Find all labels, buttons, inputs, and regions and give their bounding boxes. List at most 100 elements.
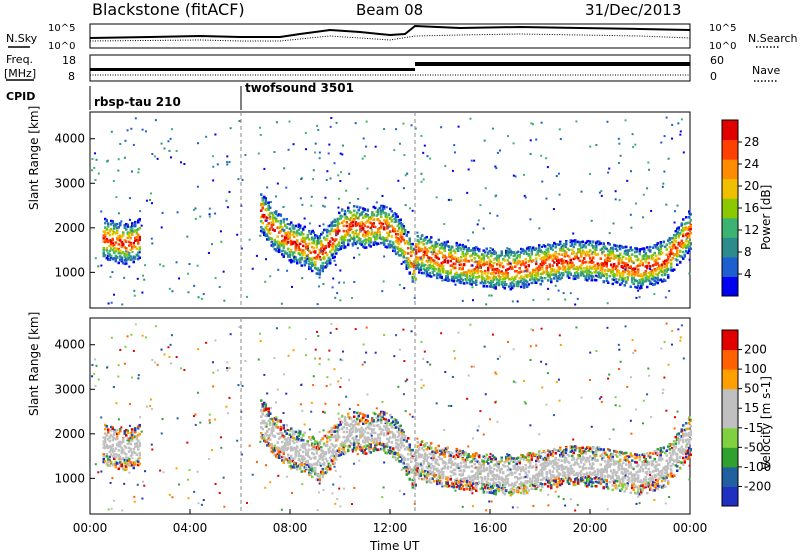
- velocity-point: [396, 421, 399, 424]
- power-point: [589, 267, 592, 270]
- power-point: [383, 207, 386, 210]
- power-point: [332, 277, 335, 280]
- power-point: [111, 242, 114, 245]
- power-point: [659, 243, 662, 247]
- power-point: [547, 271, 550, 274]
- velocity-point: [281, 440, 284, 444]
- power-point: [383, 239, 386, 242]
- power-point: [453, 151, 456, 154]
- velocity-point: [284, 456, 287, 460]
- power-point: [279, 244, 282, 247]
- power-point: [544, 252, 547, 256]
- velocity-point: [377, 448, 380, 451]
- velocity-point: [293, 433, 296, 436]
- power-point: [426, 155, 429, 158]
- power-point: [395, 245, 398, 249]
- power-point: [597, 242, 600, 245]
- power-point: [566, 247, 569, 251]
- power-point: [372, 218, 375, 221]
- power-point: [452, 262, 455, 266]
- velocity-point: [329, 467, 332, 471]
- velocity-point: [303, 462, 306, 466]
- velocity-point: [114, 460, 117, 464]
- power-point: [530, 273, 533, 277]
- power-point: [614, 280, 617, 284]
- power-point: [491, 264, 494, 268]
- power-point: [338, 217, 341, 221]
- power-point: [117, 212, 120, 215]
- power-point: [656, 266, 659, 270]
- velocity-point: [306, 442, 309, 445]
- power-point: [399, 221, 402, 225]
- velocity-point: [272, 422, 275, 425]
- power-point: [589, 274, 592, 277]
- power-point: [547, 257, 550, 261]
- velocity-point: [125, 428, 128, 432]
- power-point: [562, 261, 565, 265]
- power-point: [527, 254, 530, 257]
- power-point: [514, 175, 517, 178]
- power-point: [138, 256, 141, 260]
- power-point: [211, 155, 214, 158]
- power-point: [673, 238, 676, 242]
- velocity-point: [350, 422, 353, 426]
- velocity-point: [263, 439, 266, 443]
- power-point: [668, 237, 671, 240]
- power-point: [320, 240, 323, 243]
- power-point: [306, 253, 309, 257]
- power-point: [485, 274, 488, 278]
- power-point: [551, 248, 554, 252]
- power-point: [297, 225, 300, 229]
- velocity-point: [395, 445, 398, 449]
- power-point: [428, 241, 431, 244]
- power-point: [282, 246, 285, 249]
- power-point: [457, 256, 460, 260]
- power-point: [317, 128, 320, 131]
- power-point: [375, 235, 378, 239]
- power-point: [97, 172, 100, 175]
- power-point: [641, 257, 644, 261]
- power-point: [484, 269, 487, 273]
- power-point: [546, 166, 549, 169]
- power-point: [469, 282, 472, 285]
- power-point: [658, 251, 661, 254]
- power-point: [532, 246, 535, 249]
- power-point: [326, 265, 329, 268]
- power-point: [635, 286, 638, 289]
- power-point: [521, 282, 524, 285]
- power-point: [473, 268, 476, 271]
- power-point: [646, 266, 649, 269]
- power-point: [557, 258, 560, 262]
- power-point: [652, 272, 655, 275]
- power-point: [643, 280, 646, 283]
- velocity-point: [134, 442, 137, 446]
- cpid-label: CPID: [6, 90, 35, 103]
- power-point: [511, 286, 514, 290]
- cpid-panel: CPID rbsp-tau 210 twofsound 3501: [6, 81, 354, 110]
- velocity-point: [401, 458, 404, 461]
- power-point: [269, 215, 272, 218]
- power-point: [375, 218, 378, 221]
- velocity-point: [377, 418, 380, 422]
- power-point: [590, 252, 593, 256]
- power-point: [682, 229, 685, 232]
- power-point: [330, 248, 333, 252]
- power-point: [336, 230, 339, 233]
- power-point: [293, 230, 296, 234]
- power-point: [305, 259, 308, 263]
- power-point: [611, 282, 614, 286]
- power-point: [461, 267, 464, 271]
- power-point: [137, 168, 140, 171]
- velocity-point: [276, 450, 279, 454]
- power-point: [566, 261, 569, 264]
- power-point: [392, 227, 395, 231]
- power-point: [659, 264, 662, 267]
- power-point: [323, 256, 326, 260]
- velocity-point: [314, 440, 317, 443]
- velocity-point: [291, 430, 294, 433]
- velocity-point: [375, 424, 378, 427]
- power-point: [628, 274, 631, 277]
- power-point: [598, 240, 601, 243]
- power-point: [351, 237, 354, 240]
- power-point: [440, 126, 443, 129]
